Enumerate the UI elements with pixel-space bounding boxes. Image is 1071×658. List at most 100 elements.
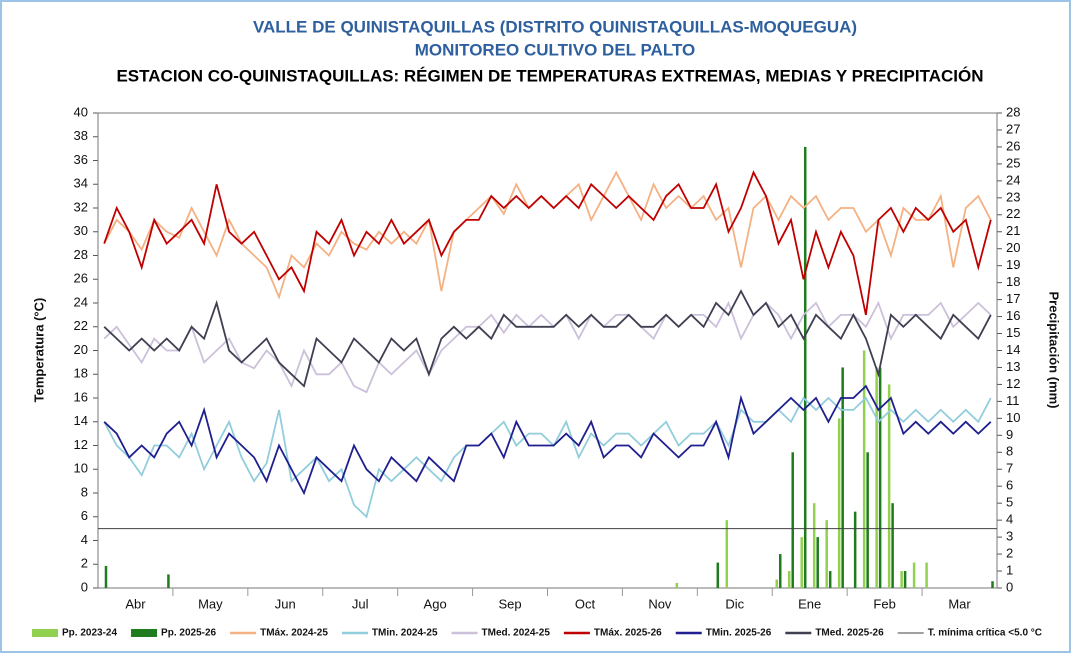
y-tick-label: 36 <box>74 152 88 167</box>
x-tick-label: May <box>198 596 223 611</box>
x-tick-label: Sep <box>498 596 521 611</box>
y-tick-label: 30 <box>74 223 88 238</box>
y2-tick-label: 23 <box>1006 189 1020 204</box>
precip-bar <box>803 146 807 588</box>
y2-tick-label: 17 <box>1006 291 1020 306</box>
precip-bar <box>787 571 791 588</box>
y-tick-label: 28 <box>74 247 88 262</box>
y2-tick-label: 10 <box>1006 410 1020 425</box>
y2-axis-label: Precipitación (mm) <box>1047 291 1062 408</box>
y2-tick-label: 6 <box>1006 478 1013 493</box>
x-tick-label: Mar <box>948 596 971 611</box>
y-tick-label: 40 <box>74 104 88 119</box>
y2-tick-label: 13 <box>1006 359 1020 374</box>
chart-title: VALLE DE QUINISTAQUILLAS (DISTRITO QUINI… <box>253 17 857 36</box>
y2-tick-label: 19 <box>1006 257 1020 272</box>
y2-tick-label: 20 <box>1006 240 1020 255</box>
precip-bar <box>912 562 916 588</box>
y-tick-label: 0 <box>81 579 88 594</box>
precip-bar <box>991 581 994 588</box>
precip-bar <box>716 562 720 588</box>
precip-bar <box>725 520 729 588</box>
y2-tick-label: 16 <box>1006 308 1020 323</box>
y-tick-label: 18 <box>74 366 88 381</box>
y2-tick-label: 24 <box>1006 172 1020 187</box>
x-tick-label: Feb <box>873 596 895 611</box>
precip-bar <box>841 367 844 588</box>
y2-tick-label: 9 <box>1006 427 1013 442</box>
temp-line <box>103 396 992 519</box>
y-tick-label: 4 <box>81 532 88 547</box>
precip-bar <box>675 582 679 588</box>
legend-label: TMáx. 2024-25 <box>260 628 328 639</box>
precip-bar <box>862 350 866 588</box>
y-tick-label: 10 <box>74 461 88 476</box>
x-tick-label: Jun <box>275 596 296 611</box>
y2-tick-label: 4 <box>1006 512 1013 527</box>
legend-label: Pp. 2023-24 <box>62 628 117 639</box>
y2-tick-label: 7 <box>1006 461 1013 476</box>
y-axis-label: Temperatura (°C) <box>31 298 46 403</box>
precip-bar <box>791 452 794 588</box>
x-tick-label: Ago <box>424 596 447 611</box>
temp-line <box>103 289 992 388</box>
chart-title-2: MONITOREO CULTIVO DEL PALTO <box>415 40 696 59</box>
legend-label: Pp. 2025-26 <box>161 628 216 639</box>
legend-label: TMin. 2024-25 <box>372 628 438 639</box>
precip-bar <box>878 367 882 588</box>
precip-bar <box>828 571 832 588</box>
y-tick-label: 2 <box>81 556 88 571</box>
precip-bar <box>887 384 891 588</box>
y-tick-label: 34 <box>74 176 88 191</box>
precip-bar <box>900 571 903 588</box>
y2-tick-label: 18 <box>1006 274 1020 289</box>
y2-tick-label: 3 <box>1006 529 1013 544</box>
legend-swatch <box>32 629 58 637</box>
precip-bar <box>866 452 869 588</box>
y2-tick-label: 11 <box>1006 393 1020 408</box>
y-tick-label: 8 <box>81 484 88 499</box>
y2-tick-label: 5 <box>1006 495 1013 510</box>
temp-line <box>103 384 992 496</box>
precip-bar <box>800 537 803 588</box>
y-tick-label: 32 <box>74 199 88 214</box>
y2-tick-label: 8 <box>1006 444 1013 459</box>
temp-line <box>103 300 992 394</box>
precip-bar <box>825 520 828 588</box>
x-tick-label: Abr <box>125 596 146 611</box>
legend-label: TMin. 2025-26 <box>706 628 772 639</box>
y-tick-label: 22 <box>74 318 88 333</box>
y2-tick-label: 22 <box>1006 206 1020 221</box>
temp-line <box>103 170 992 316</box>
precip-bar <box>853 511 857 588</box>
y-tick-label: 6 <box>81 508 88 523</box>
chart-subtitle: ESTACION CO-QUINISTAQUILLAS: RÉGIMEN DE … <box>116 66 983 85</box>
legend-label: T. mínima crítica <5.0 °C <box>928 628 1042 639</box>
precip-bar <box>775 579 778 588</box>
precip-bar <box>104 565 108 588</box>
y2-tick-label: 21 <box>1006 223 1020 238</box>
x-tick-label: Dic <box>725 596 744 611</box>
precip-bar <box>778 554 782 588</box>
legend-swatch <box>131 629 158 637</box>
precip-bar <box>925 562 928 588</box>
legend-label: TMáx. 2025-26 <box>594 628 662 639</box>
precip-bar <box>891 503 894 588</box>
x-tick-label: Oct <box>575 596 596 611</box>
y-tick-label: 14 <box>74 413 88 428</box>
precip-bar <box>875 367 878 588</box>
precip-bar <box>167 574 170 588</box>
legend-label: TMed. 2025-26 <box>815 628 884 639</box>
y2-tick-label: 27 <box>1006 121 1020 136</box>
precip-bar <box>837 418 841 588</box>
y2-tick-label: 25 <box>1006 155 1020 170</box>
y-tick-label: 16 <box>74 389 88 404</box>
x-tick-label: Ene <box>798 596 821 611</box>
y-tick-label: 20 <box>74 342 88 357</box>
y-tick-label: 38 <box>74 128 88 143</box>
precip-bar <box>812 503 816 588</box>
y2-tick-label: 26 <box>1006 138 1020 153</box>
y2-tick-label: 28 <box>1006 104 1020 119</box>
y-tick-label: 24 <box>74 294 88 309</box>
